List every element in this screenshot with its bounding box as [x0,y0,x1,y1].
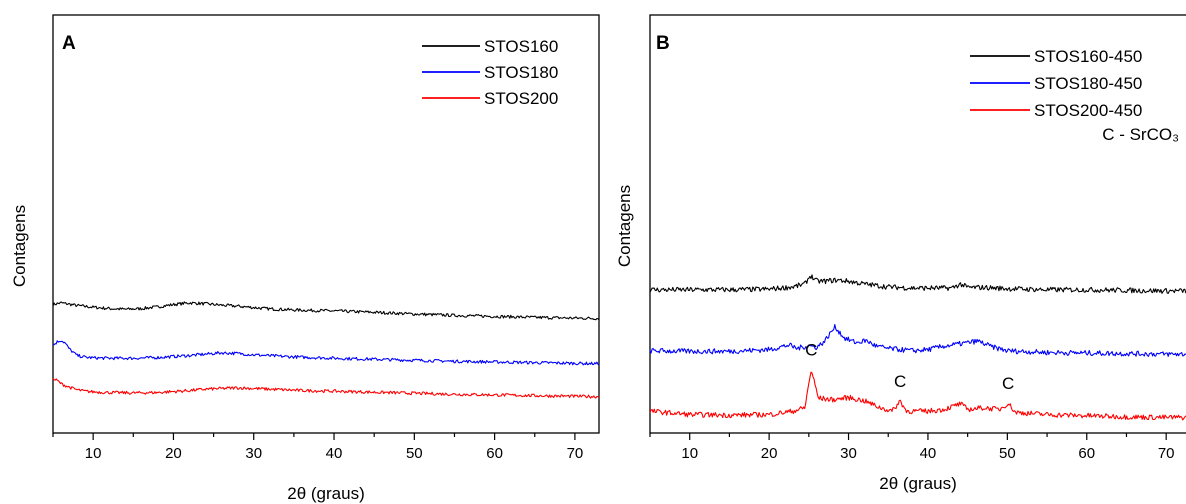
panel-a-legend: STOS160 STOS180 STOS200 [422,37,558,108]
panel-b-peak-annotation-2: C [1002,374,1014,393]
panel-a-y-axis-label: Contagens [10,205,29,287]
panel-a-tick-label-10: 10 [85,445,102,462]
panel-a-tick-label-60: 60 [486,445,503,462]
panel-a-series-stos160 [52,301,600,321]
panel-b-tick-label-50: 50 [999,445,1016,462]
panel-b-tick-label-20: 20 [761,445,778,462]
panel-b-plot-frame [649,14,1186,434]
panel-a-tick-label-50: 50 [406,445,423,462]
panel-b-peak-annotation-0: C [805,341,817,360]
panel-a-legend-label-stos180: STOS180 [484,63,558,82]
panel-b-annotations: C C C [805,341,1014,394]
panel-a-x-axis-label: 2θ (graus) [287,484,364,503]
panel-a-series-stos180 [52,340,600,366]
panel-a-tick-label-70: 70 [567,445,584,462]
panel-b-series-stos160-450 [649,274,1186,294]
panel-a-tick-label-30: 30 [245,445,262,462]
panel-a-tick-label-40: 40 [326,445,343,462]
panel-b-legend-label-stos160-450: STOS160-450 [1034,47,1142,66]
panel-a-series-stos200 [52,377,600,399]
panel-a-letter: A [62,33,76,54]
panel-b-x-axis-label: 2θ (graus) [879,474,956,493]
panel-b-tick-label-30: 30 [840,445,857,462]
panel-b-peak-annotation-1: C [894,372,906,391]
panel-b-annotation-legend: C - SrCO₃ [1102,125,1179,144]
panel-a-legend-label-stos200: STOS200 [484,89,558,108]
panel-b-tick-label-10: 10 [681,445,698,462]
panel-b-tick-label-40: 40 [920,445,937,462]
panel-b-tick-label-70: 70 [1158,445,1175,462]
panel-b-tick-label-60: 60 [1078,445,1095,462]
panel-a: A 10 20 30 40 50 60 70 STOS160 STOS180 STOS200 2… [10,14,600,503]
panel-b-legend: STOS160-450 STOS180-450 STOS200-450 [970,47,1142,120]
panel-b-legend-label-stos180-450: STOS180-450 [1034,74,1142,93]
panel-b-series-group [649,274,1186,421]
panel-b-x-ticks: 10 20 30 40 50 60 70 [649,433,1175,462]
panel-b-legend-label-stos200-450: STOS200-450 [1034,101,1142,120]
panel-a-legend-label-stos160: STOS160 [484,37,558,56]
panel-a-tick-label-20: 20 [165,445,182,462]
panel-a-plot-frame [52,14,600,434]
panel-b-series-stos200-450 [649,371,1186,421]
panel-b: B C C C 10 20 30 40 50 60 70 STOS160-450 STOS180-… [615,14,1186,493]
panel-b-series-stos180-450 [649,323,1186,357]
panel-b-y-axis-label: Contagens [615,185,634,267]
panel-a-x-ticks: 10 20 30 40 50 60 70 [52,433,584,462]
panel-b-letter: B [656,33,670,54]
panel-a-series-group [52,301,600,399]
